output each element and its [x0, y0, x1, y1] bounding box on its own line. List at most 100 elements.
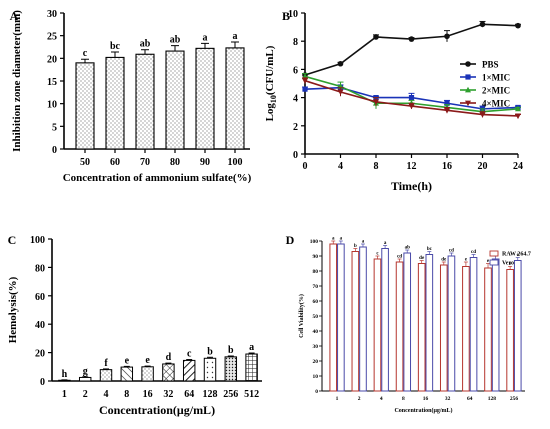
x-tick-label: 24: [513, 161, 523, 172]
x-tick-label: 64: [184, 389, 194, 400]
x-tick-label: 2: [358, 396, 361, 402]
x-tick-label: 32: [163, 389, 173, 400]
y-tick-label: 60: [313, 299, 319, 305]
legend-marker: [465, 100, 471, 107]
significance-letter: d: [166, 352, 172, 363]
significance-letter: a: [249, 342, 254, 353]
bar: [105, 56, 125, 150]
y-tick-label: 10: [313, 374, 319, 380]
bar: [395, 261, 404, 392]
x-tick-label: 32: [445, 396, 451, 402]
x-tick-label: 90: [200, 157, 210, 168]
y-tick-label: 100: [310, 239, 319, 245]
y-title-rest: (CFU/mL): [264, 45, 276, 95]
legend-marker: [465, 61, 471, 67]
y-tick-label: 10: [288, 9, 298, 20]
significance-letter: b: [354, 244, 357, 249]
panel-label: B: [282, 9, 290, 23]
significance-letter: a: [233, 31, 238, 42]
bar: [462, 266, 470, 392]
y-tick-label: 0: [293, 150, 298, 161]
legend-swatch: [489, 259, 499, 266]
y-tick-label: 70: [313, 284, 319, 290]
bar: [141, 366, 154, 382]
data-point: [444, 107, 450, 114]
y-axis-title: Inhibition zone diameter(mm): [11, 10, 23, 152]
bar: [225, 47, 245, 150]
x-tick-label: 8: [124, 389, 129, 400]
data-point: [302, 86, 308, 92]
y-tick-label: 80: [35, 263, 45, 274]
y-tick-label: 0: [315, 389, 318, 395]
x-tick-label: 4: [338, 161, 343, 172]
legend-marker: [465, 74, 471, 80]
significance-letter: f: [104, 358, 108, 369]
y-tick-label: 25: [47, 32, 57, 43]
y-tick-label: 90: [313, 254, 319, 260]
y-tick-label: 5: [52, 122, 57, 133]
data-point: [408, 95, 415, 101]
x-tick-label: 60: [110, 157, 120, 168]
significance-letter: a: [384, 241, 387, 246]
panel-c-hemolysis-chart: C 0 20 40 60 80 100 h 1 g 2 f 4 e 8 e 16 d 32 c 64 b 128 b 256 a 5…: [7, 233, 262, 417]
x-axis-title: Time(h): [391, 179, 432, 193]
bar: [195, 47, 215, 150]
data-point: [515, 105, 521, 112]
significance-letter: e: [145, 355, 150, 366]
x-tick-label: 70: [140, 157, 150, 168]
y-tick-label: 20: [35, 349, 45, 360]
y-tick-label: 100: [30, 235, 45, 246]
y-tick-label: 30: [313, 344, 319, 350]
y-tick-label: 6: [293, 65, 298, 76]
panel-a-inhibition-chart: A 0 5 10 15 20 25 30 c 50 bc 60 ab 70 ab 80 a 90 a 100 Conce…: [10, 9, 252, 184]
x-tick-label: 20: [478, 161, 488, 172]
x-tick-label: 256: [510, 396, 519, 402]
bar: [182, 359, 196, 382]
significance-letter: e: [487, 259, 490, 264]
panel-label: A: [10, 9, 19, 23]
y-title-main: Log: [264, 103, 276, 122]
y-axis-title: Cell Viability(%): [298, 294, 305, 338]
bar: [245, 353, 258, 382]
data-point: [479, 112, 486, 118]
bar: [403, 252, 412, 392]
y-tick-label: 0: [52, 145, 57, 156]
x-tick-label: 0: [303, 161, 308, 172]
significance-letter: bc: [427, 247, 433, 252]
panel-label: C: [8, 233, 17, 247]
significance-letter: c: [517, 253, 520, 258]
x-axis-title: Concentration(μg/mL): [394, 407, 452, 414]
data-point: [444, 100, 450, 106]
x-tick-label: 12: [407, 161, 417, 172]
y-tick-label: 60: [35, 292, 45, 303]
bar: [351, 251, 360, 392]
x-tick-label: 512: [244, 389, 259, 400]
data-point: [337, 89, 344, 96]
data-point: [444, 33, 450, 40]
x-tick-label: 2: [83, 389, 88, 400]
y-tick-label: 2: [293, 122, 298, 133]
significance-letter: g: [83, 366, 88, 377]
legend-label: PBS: [482, 60, 499, 70]
y-tick-label: 40: [313, 329, 319, 335]
bar: [337, 243, 345, 392]
bar: [425, 254, 434, 392]
panel-label: D: [286, 233, 295, 247]
bar: [120, 366, 134, 382]
bar: [439, 264, 448, 392]
bar: [484, 267, 492, 392]
x-tick-label: 64: [467, 396, 473, 402]
x-tick-label: 50: [80, 157, 90, 168]
significance-letter: ab: [405, 246, 411, 251]
legend-swatch: [489, 250, 499, 257]
bar: [224, 356, 238, 382]
x-tick-label: 128: [203, 389, 218, 400]
x-axis-title: Concentration(μg/mL): [99, 403, 215, 417]
significance-letter: c: [83, 48, 88, 59]
data-point: [479, 21, 486, 28]
x-tick-label: 16: [143, 389, 153, 400]
legend-label: 4×MIC: [482, 99, 510, 109]
y-tick-label: 20: [313, 359, 319, 365]
x-axis-title: Concentration of ammonium sulfate(%): [63, 172, 252, 184]
bar: [165, 50, 185, 150]
